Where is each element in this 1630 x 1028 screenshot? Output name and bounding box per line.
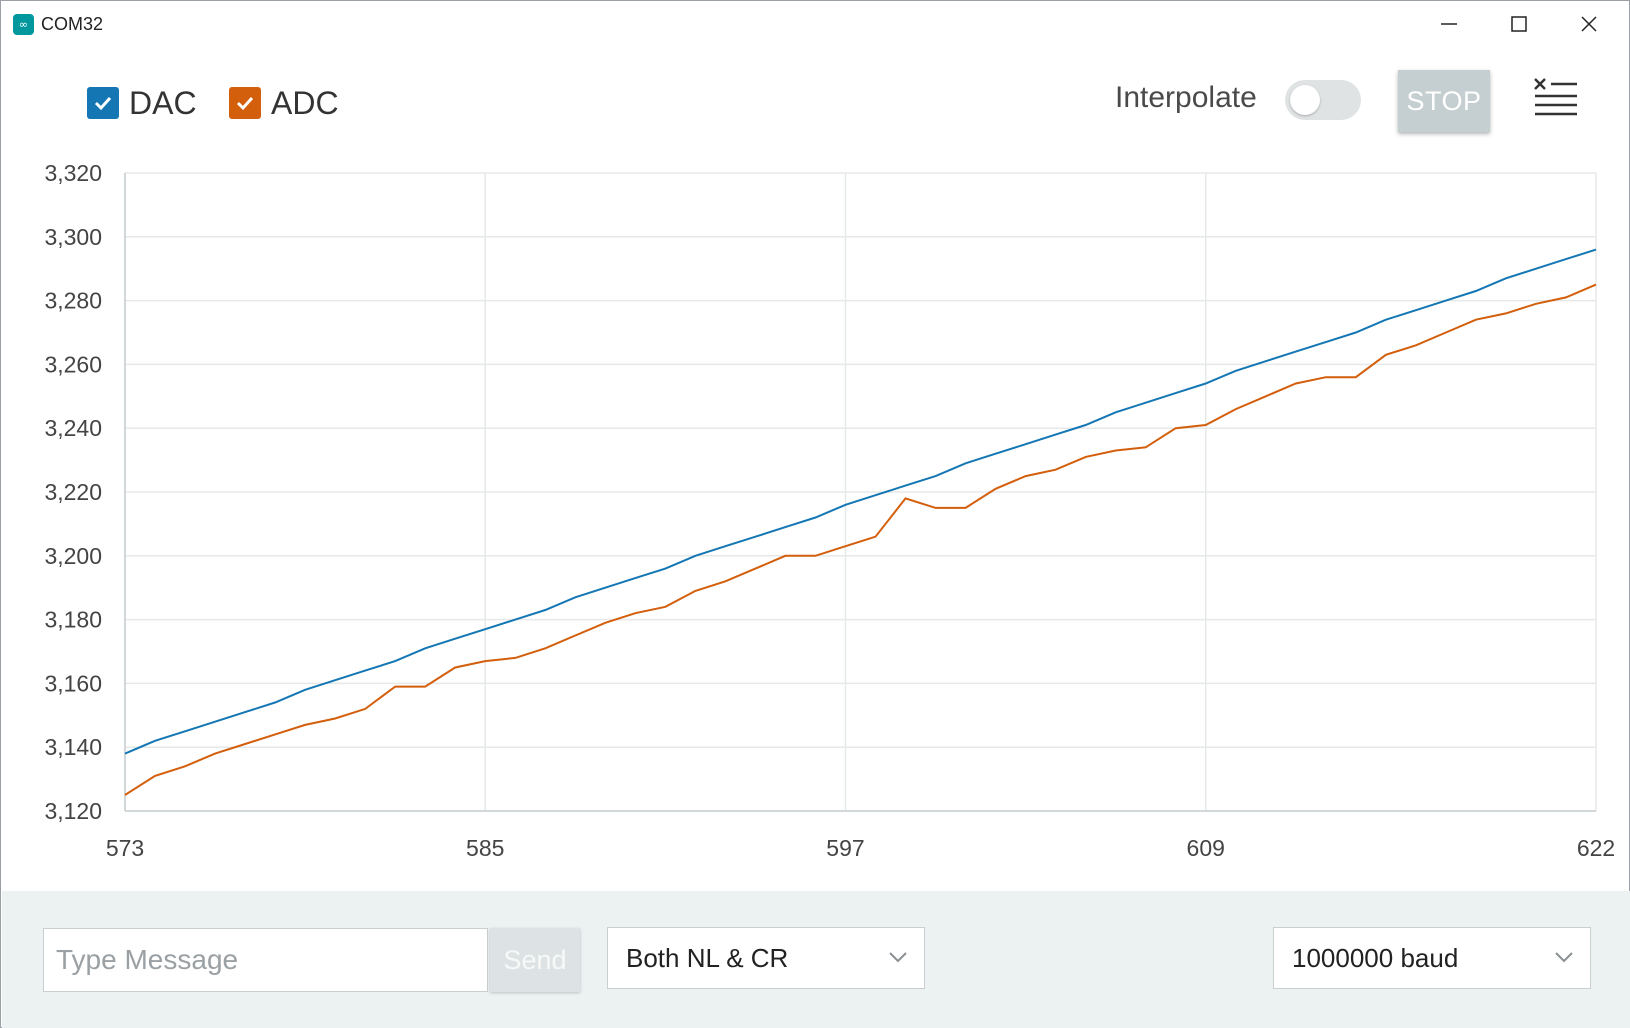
adc-series-toggle[interactable]: ADC — [229, 83, 339, 123]
chevron-down-icon — [889, 952, 907, 963]
toggle-knob — [1290, 85, 1320, 115]
dac-series-toggle[interactable]: DAC — [87, 83, 197, 123]
y-tick-label: 3,120 — [44, 798, 102, 824]
baud-rate-select[interactable]: 1000000 baud — [1273, 927, 1591, 989]
x-tick-label: 609 — [1187, 835, 1225, 861]
x-tick-label: 585 — [466, 835, 504, 861]
close-button[interactable] — [1554, 1, 1624, 47]
y-tick-label: 3,240 — [44, 415, 102, 441]
y-tick-label: 3,200 — [44, 543, 102, 569]
adc-series-label: ADC — [271, 84, 339, 121]
interpolate-toggle[interactable] — [1285, 80, 1361, 120]
maximize-icon — [1511, 16, 1527, 32]
chevron-down-icon — [1555, 952, 1573, 963]
x-tick-label: 597 — [826, 835, 864, 861]
clear-list-icon — [1534, 78, 1577, 116]
baud-rate-value: 1000000 baud — [1292, 942, 1459, 973]
arduino-infinity-icon: ∞ — [13, 14, 34, 35]
checkbox-checked-icon[interactable] — [87, 87, 119, 119]
checkbox-checked-icon[interactable] — [229, 87, 261, 119]
send-button[interactable]: Send — [490, 928, 580, 992]
series-line-adc — [124, 283, 1597, 796]
close-icon — [1581, 16, 1597, 32]
line-ending-select[interactable]: Both NL & CR — [607, 927, 925, 989]
y-tick-label: 3,140 — [44, 734, 102, 760]
clear-button[interactable] — [1533, 77, 1579, 117]
x-tick-label: 622 — [1577, 835, 1615, 861]
dac-series-label: DAC — [129, 84, 197, 121]
serial-plot-chart: 3,120 3,140 3,160 3,180 3,200 3,220 3,240 3,260… — [44, 160, 1615, 861]
y-tick-label: 3,180 — [44, 607, 102, 633]
y-tick-label: 3,260 — [44, 351, 102, 377]
interpolate-label: Interpolate — [1115, 81, 1257, 114]
title-bar: ∞ COM32 — [1, 1, 1629, 47]
series-line-dac — [124, 248, 1597, 755]
minimize-icon — [1441, 23, 1457, 25]
y-tick-label: 3,280 — [44, 288, 102, 314]
y-tick-label: 3,320 — [44, 160, 102, 186]
stop-button[interactable]: STOP — [1398, 70, 1490, 132]
y-tick-label: 3,160 — [44, 670, 102, 696]
minimize-button[interactable] — [1414, 1, 1484, 47]
maximize-button[interactable] — [1484, 1, 1554, 47]
line-ending-value: Both NL & CR — [626, 942, 789, 973]
y-tick-label: 3,300 — [44, 224, 102, 250]
x-tick-label: 573 — [106, 835, 144, 861]
y-tick-label: 3,220 — [44, 479, 102, 505]
window-title: COM32 — [41, 14, 104, 34]
message-input[interactable] — [43, 928, 488, 992]
